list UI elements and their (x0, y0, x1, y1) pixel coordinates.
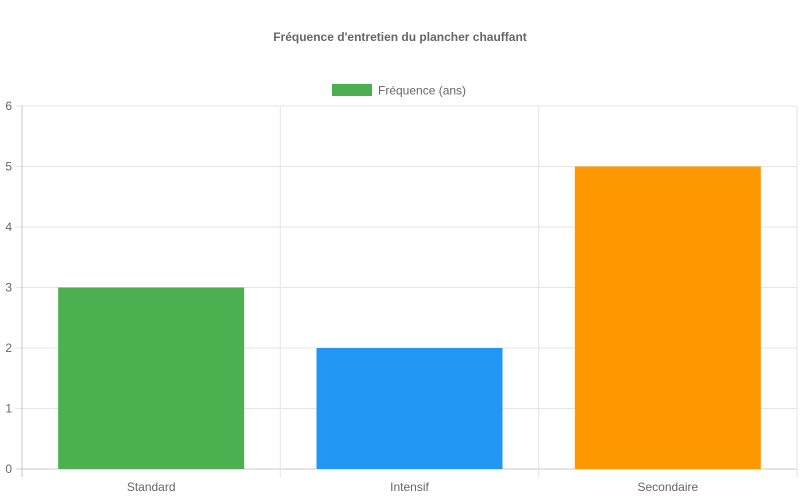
y-tick-label: 3 (5, 281, 12, 295)
bars (58, 166, 761, 470)
bar-intensif[interactable] (316, 348, 503, 469)
y-tick-label: 2 (5, 341, 12, 355)
bar-standard[interactable] (58, 287, 245, 470)
chart-title: Fréquence d'entretien du plancher chauff… (273, 30, 527, 44)
legend[interactable]: Fréquence (ans) (332, 84, 466, 98)
x-tick-label: Secondaire (637, 480, 698, 494)
y-tick-label: 6 (5, 99, 12, 113)
y-tick-label: 5 (5, 160, 12, 174)
legend-label: Fréquence (ans) (378, 84, 466, 98)
y-tick-label: 4 (5, 220, 12, 234)
y-axis: 0 1 2 3 4 5 6 (5, 99, 12, 476)
y-tick-label: 1 (5, 402, 12, 416)
legend-swatch (332, 84, 372, 96)
bar-secondaire[interactable] (574, 166, 761, 470)
y-tick-label: 0 (5, 462, 12, 476)
x-tick-label: Standard (127, 480, 176, 494)
x-tick-label: Intensif (390, 480, 429, 494)
x-axis: Standard Intensif Secondaire (127, 480, 699, 494)
